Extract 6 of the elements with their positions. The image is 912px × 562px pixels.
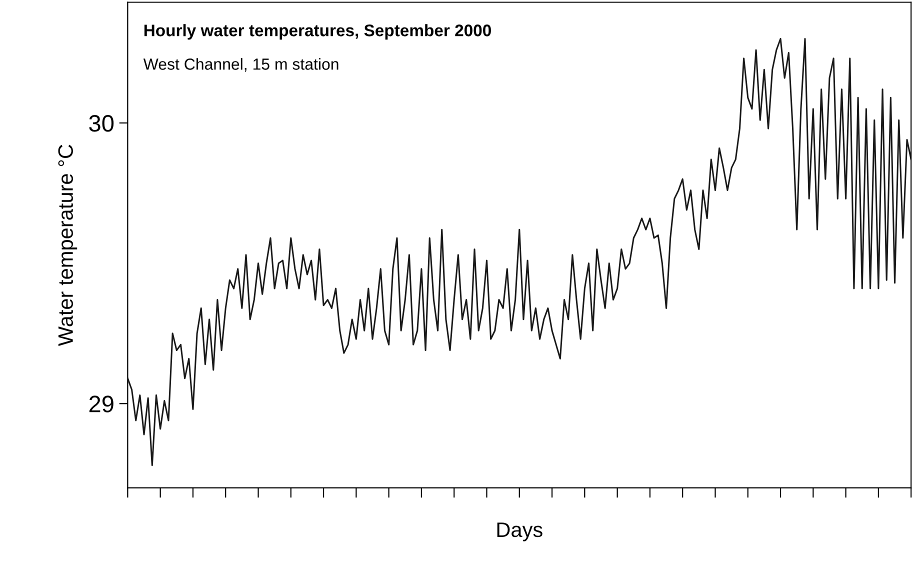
text: West Channel, 15 m station: [143, 58, 338, 72]
y-axis-title: Water temperature °C: [58, 144, 78, 346]
y-tick-label: 29: [89, 396, 114, 412]
x-axis-title: Days: [497, 522, 542, 542]
text: Hourly water temperatures, September 2000: [144, 24, 491, 40]
y-tick-label: 30: [89, 115, 114, 132]
